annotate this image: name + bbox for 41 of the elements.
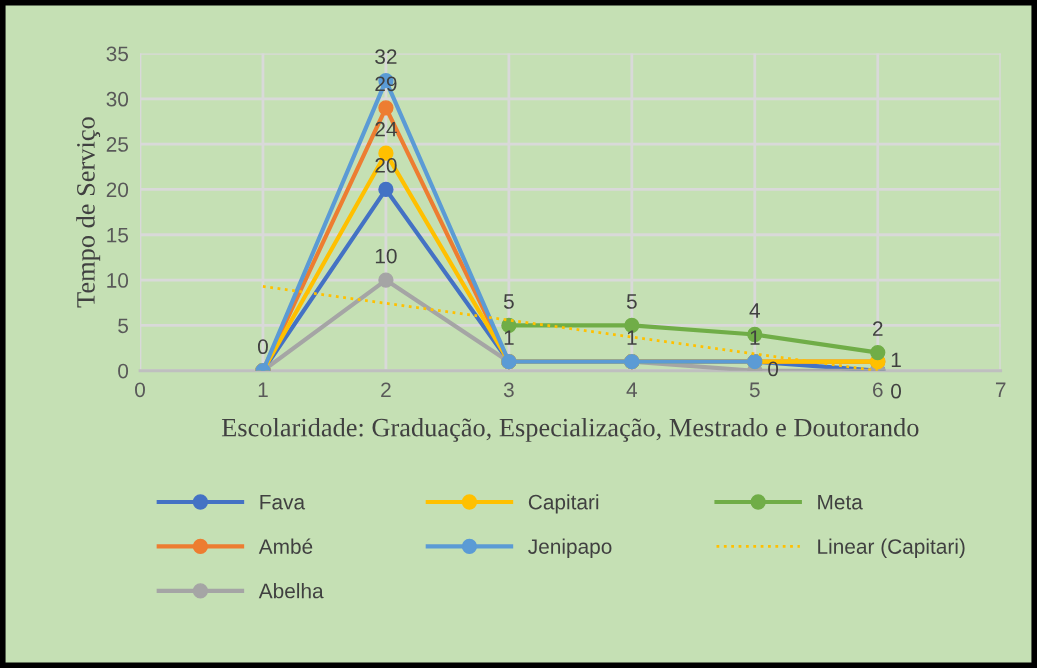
legend-label: Meta <box>818 494 863 510</box>
data-label: 32 <box>375 49 397 65</box>
x-tick-label: 6 <box>873 382 883 398</box>
legend-label: Abelha <box>258 583 324 599</box>
y-tick-label: 10 <box>107 273 129 288</box>
legend-label: Linear (Capitari) <box>818 538 965 559</box>
legend-label: Ambé <box>258 538 313 554</box>
x-tick-label: 4 <box>626 382 638 397</box>
x-tick-label: 0 <box>135 382 145 398</box>
data-label: 0 <box>768 361 779 377</box>
y-tick-label: 15 <box>107 227 129 243</box>
y-tick-label: 35 <box>106 46 129 62</box>
data-label: 1 <box>504 330 514 345</box>
data-label: 10 <box>375 248 397 264</box>
data-label: 1 <box>750 330 760 345</box>
legend-label: Capitari <box>528 494 599 514</box>
x-tick-label: 7 <box>995 382 1006 397</box>
y-tick-label: 20 <box>106 182 129 198</box>
y-tick-label: 30 <box>106 91 129 107</box>
data-label: 2 <box>873 321 883 336</box>
y-tick-label: 0 <box>118 363 129 379</box>
x-axis-title: Escolaridade: Graduação, Especialização, Mestrado e Doutorando <box>221 417 919 442</box>
point <box>378 100 394 116</box>
x-tick-label: 2 <box>381 382 391 397</box>
y-axis-title: Tempo de Serviço <box>76 117 101 308</box>
data-label: 5 <box>626 294 637 309</box>
data-label: 0 <box>257 339 268 355</box>
point <box>378 181 394 198</box>
point <box>378 272 394 288</box>
x-tick-label: 5 <box>749 382 760 398</box>
y-tick-label: 5 <box>118 318 129 334</box>
data-label: 4 <box>749 303 760 318</box>
data-label: 1 <box>627 330 637 345</box>
y-tick-label: 25 <box>106 137 129 152</box>
data-label: 1 <box>891 352 901 368</box>
x-tick-label: 1 <box>258 382 268 397</box>
legend-label: Fava <box>260 494 306 510</box>
data-label: 5 <box>503 294 514 309</box>
point <box>870 344 886 361</box>
x-tick-label: 3 <box>503 382 514 398</box>
legend-label: Jenipapo <box>528 538 612 559</box>
